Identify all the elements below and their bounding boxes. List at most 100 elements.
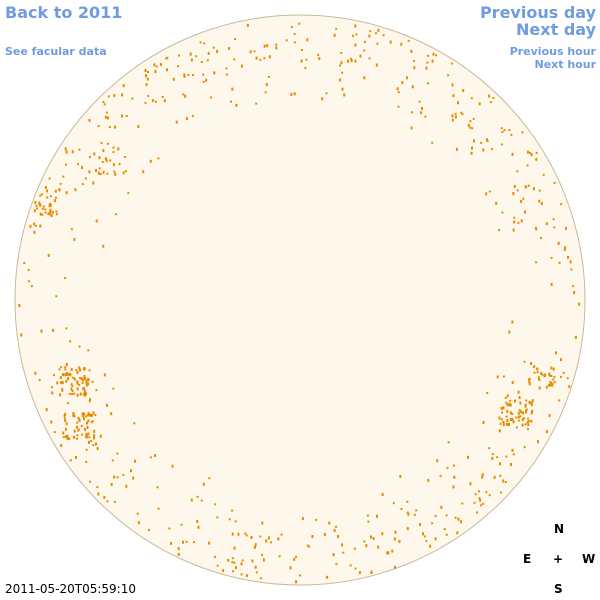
facula-speck bbox=[341, 71, 344, 74]
facula-speck bbox=[572, 285, 575, 288]
facula-speck bbox=[233, 546, 236, 550]
facula-speck bbox=[454, 112, 457, 115]
facula-speck bbox=[537, 376, 540, 380]
facula-speck bbox=[230, 100, 232, 103]
facula-speck bbox=[523, 417, 526, 420]
facula-speck bbox=[20, 333, 23, 337]
facula-speck bbox=[567, 255, 569, 259]
facula-speck bbox=[325, 92, 328, 95]
facula-speck bbox=[90, 421, 93, 424]
facula-speck bbox=[254, 565, 257, 569]
facula-speck bbox=[522, 411, 524, 415]
facula-speck bbox=[467, 123, 470, 127]
facula-speck bbox=[564, 246, 567, 250]
facula-speck bbox=[64, 366, 67, 369]
facula-speck bbox=[285, 39, 288, 42]
facula-speck bbox=[78, 384, 81, 386]
facula-speck bbox=[73, 237, 76, 241]
back-link[interactable]: Back to 2011 bbox=[5, 3, 123, 22]
facula-speck bbox=[445, 514, 448, 517]
facula-speck bbox=[512, 420, 515, 424]
facula-speck bbox=[244, 532, 247, 535]
facula-speck bbox=[38, 201, 41, 205]
facula-speck bbox=[350, 59, 353, 62]
next-hour-link[interactable]: Next hour bbox=[534, 58, 597, 71]
facula-speck bbox=[68, 392, 71, 395]
facula-speck bbox=[212, 46, 215, 49]
facula-speck bbox=[558, 261, 561, 264]
facula-speck bbox=[300, 59, 303, 63]
facula-speck bbox=[512, 228, 515, 232]
facula-speck bbox=[524, 210, 526, 214]
facula-speck bbox=[520, 410, 523, 414]
facula-speck bbox=[84, 177, 87, 180]
facula-speck bbox=[517, 411, 520, 415]
facular-link[interactable]: See facular data bbox=[5, 45, 107, 58]
facula-speck bbox=[77, 163, 80, 166]
facula-speck bbox=[443, 528, 446, 531]
facula-speck bbox=[492, 97, 495, 100]
facula-speck bbox=[85, 435, 88, 439]
facula-speck bbox=[454, 516, 457, 519]
facula-speck bbox=[64, 427, 67, 431]
facula-speck bbox=[208, 541, 211, 545]
facula-speck bbox=[511, 152, 514, 156]
facula-speck bbox=[280, 533, 283, 536]
facula-speck bbox=[189, 52, 192, 56]
facula-speck bbox=[82, 393, 85, 396]
facula-speck bbox=[91, 413, 93, 417]
facula-speck bbox=[500, 143, 503, 146]
facula-speck bbox=[255, 102, 258, 105]
facula-speck bbox=[263, 57, 266, 60]
previous-hour-link[interactable]: Previous hour bbox=[509, 45, 596, 58]
facula-speck bbox=[486, 392, 489, 394]
facula-speck bbox=[86, 414, 89, 417]
facula-speck bbox=[88, 400, 91, 403]
facula-speck bbox=[130, 469, 132, 473]
facula-speck bbox=[146, 77, 149, 81]
facula-speck bbox=[530, 401, 533, 405]
facula-speck bbox=[349, 57, 352, 60]
facula-speck bbox=[397, 105, 400, 108]
facula-speck bbox=[98, 156, 101, 160]
facula-speck bbox=[27, 268, 30, 271]
facula-speck bbox=[122, 84, 125, 88]
facula-speck bbox=[391, 549, 394, 553]
facula-speck bbox=[469, 126, 472, 129]
facula-speck bbox=[55, 196, 57, 199]
facula-speck bbox=[136, 512, 139, 515]
facula-speck bbox=[520, 219, 523, 223]
facula-speck bbox=[137, 521, 140, 525]
facula-speck bbox=[447, 441, 450, 444]
facula-speck bbox=[86, 421, 88, 425]
facula-speck bbox=[461, 502, 464, 505]
facula-speck bbox=[91, 380, 94, 383]
facula-speck bbox=[103, 103, 106, 106]
facula-speck bbox=[159, 62, 162, 66]
facula-speck bbox=[83, 375, 86, 378]
facula-speck bbox=[498, 429, 501, 433]
facula-speck bbox=[41, 213, 44, 216]
facula-speck bbox=[535, 228, 538, 231]
facula-speck bbox=[482, 148, 485, 152]
facula-speck bbox=[270, 541, 273, 544]
facula-speck bbox=[504, 396, 507, 399]
facula-speck bbox=[114, 125, 117, 129]
previous-day-link[interactable]: Previous day bbox=[479, 3, 596, 22]
facula-speck bbox=[46, 196, 49, 199]
facula-speck bbox=[491, 456, 494, 460]
facula-speck bbox=[39, 212, 42, 216]
compass-south: S bbox=[554, 582, 563, 596]
facula-speck bbox=[369, 30, 372, 33]
facula-speck bbox=[535, 157, 538, 161]
facula-speck bbox=[339, 64, 341, 67]
facula-speck bbox=[530, 419, 533, 423]
facula-speck bbox=[265, 539, 268, 543]
facula-speck bbox=[528, 380, 531, 384]
facula-speck bbox=[156, 486, 159, 489]
facula-speck bbox=[548, 414, 551, 417]
next-day-link[interactable]: Next day bbox=[516, 20, 596, 39]
facula-speck bbox=[70, 387, 73, 391]
facula-speck bbox=[515, 426, 518, 429]
facula-speck bbox=[427, 478, 430, 482]
